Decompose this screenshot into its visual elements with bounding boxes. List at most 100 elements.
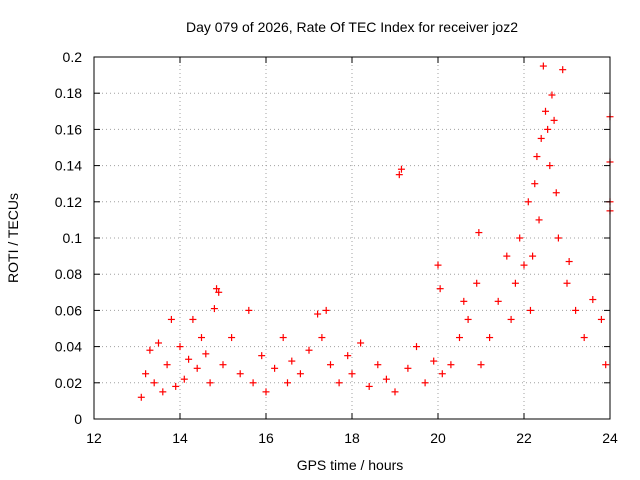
data-point: [580, 334, 588, 342]
data-point: [322, 306, 330, 314]
x-tick-label: 22: [516, 430, 532, 446]
data-point: [210, 305, 218, 313]
data-point: [397, 165, 405, 173]
y-tick-label: 0: [74, 411, 82, 427]
x-tick-label: 12: [86, 430, 102, 446]
data-point: [602, 361, 610, 369]
data-point: [473, 279, 481, 287]
data-point: [219, 361, 227, 369]
chart-title: Day 079 of 2026, Rate Of TEC Index for r…: [186, 19, 518, 35]
data-point: [572, 306, 580, 314]
data-point: [189, 315, 197, 323]
x-tick-label: 14: [172, 430, 188, 446]
data-point: [447, 361, 455, 369]
data-point: [335, 379, 343, 387]
y-tick-label: 0.18: [55, 85, 82, 101]
data-point: [206, 379, 214, 387]
y-tick-label: 0.14: [55, 158, 82, 174]
data-point: [391, 388, 399, 396]
data-point: [550, 116, 558, 124]
x-tick-label: 24: [602, 430, 618, 446]
data-point: [176, 343, 184, 351]
data-point: [348, 370, 356, 378]
data-point: [146, 346, 154, 354]
data-point: [159, 388, 167, 396]
data-point: [535, 216, 543, 224]
data-point: [511, 279, 519, 287]
y-tick-label: 0.04: [55, 339, 82, 355]
data-point: [167, 315, 175, 323]
data-point: [382, 375, 390, 383]
data-point: [421, 379, 429, 387]
data-point: [507, 315, 515, 323]
data-point: [546, 162, 554, 170]
data-point: [198, 334, 205, 342]
data-point: [155, 339, 162, 347]
data-point: [357, 339, 365, 347]
data-point: [344, 352, 352, 360]
data-point: [552, 189, 560, 197]
x-tick-label: 18: [344, 430, 360, 446]
data-point: [520, 261, 528, 269]
data-point: [284, 379, 291, 387]
data-point: [494, 297, 502, 305]
data-point: [430, 357, 438, 365]
data-point: [245, 306, 253, 314]
data-point: [137, 393, 145, 401]
data-point: [404, 364, 412, 372]
data-point: [460, 297, 468, 305]
data-points: [137, 62, 614, 401]
data-point: [202, 350, 210, 358]
data-point: [477, 361, 485, 369]
data-point: [314, 310, 322, 318]
data-point: [163, 361, 171, 369]
data-point: [486, 334, 494, 342]
data-point: [434, 261, 442, 269]
y-tick-label: 0.2: [63, 49, 83, 65]
y-tick-label: 0.06: [55, 302, 82, 318]
data-point: [559, 66, 567, 74]
data-point: [475, 229, 483, 237]
data-point: [589, 296, 597, 304]
x-tick-labels: 12 14 16 18 20 22 24: [86, 430, 618, 446]
data-point: [327, 361, 334, 369]
data-point: [529, 252, 537, 260]
x-tick-label: 20: [430, 430, 446, 446]
data-point: [318, 334, 326, 342]
x-tick-label: 16: [258, 430, 274, 446]
data-point: [374, 361, 382, 369]
data-point: [597, 315, 605, 323]
data-point: [228, 334, 236, 342]
data-point: [542, 107, 549, 115]
data-point: [296, 370, 304, 378]
data-point: [213, 285, 221, 293]
data-point: [262, 388, 270, 396]
y-tick-label: 0.1: [63, 230, 83, 246]
grid-lines: [94, 57, 610, 419]
data-point: [271, 364, 279, 372]
data-point: [563, 279, 571, 287]
data-point: [150, 379, 158, 387]
data-point: [413, 343, 420, 351]
axis-ticks: [93, 56, 611, 420]
data-point: [395, 171, 403, 179]
y-tick-labels: 0 0.02 0.04 0.06 0.08 0.1 0.12 0.14 0.16 0.18 0.2: [55, 49, 82, 427]
data-point: [531, 180, 539, 188]
data-point: [365, 382, 373, 390]
data-point: [436, 285, 444, 293]
data-point: [438, 370, 446, 378]
y-tick-label: 0.16: [55, 121, 82, 137]
data-point: [537, 134, 545, 142]
data-point: [464, 315, 472, 323]
y-tick-label: 0.02: [55, 375, 82, 391]
data-point: [544, 125, 552, 133]
data-point: [236, 370, 244, 378]
data-point: [180, 375, 188, 383]
data-point: [539, 62, 547, 70]
data-point: [279, 334, 287, 342]
data-point: [524, 198, 532, 206]
data-point: [554, 234, 562, 242]
data-point: [142, 370, 150, 378]
